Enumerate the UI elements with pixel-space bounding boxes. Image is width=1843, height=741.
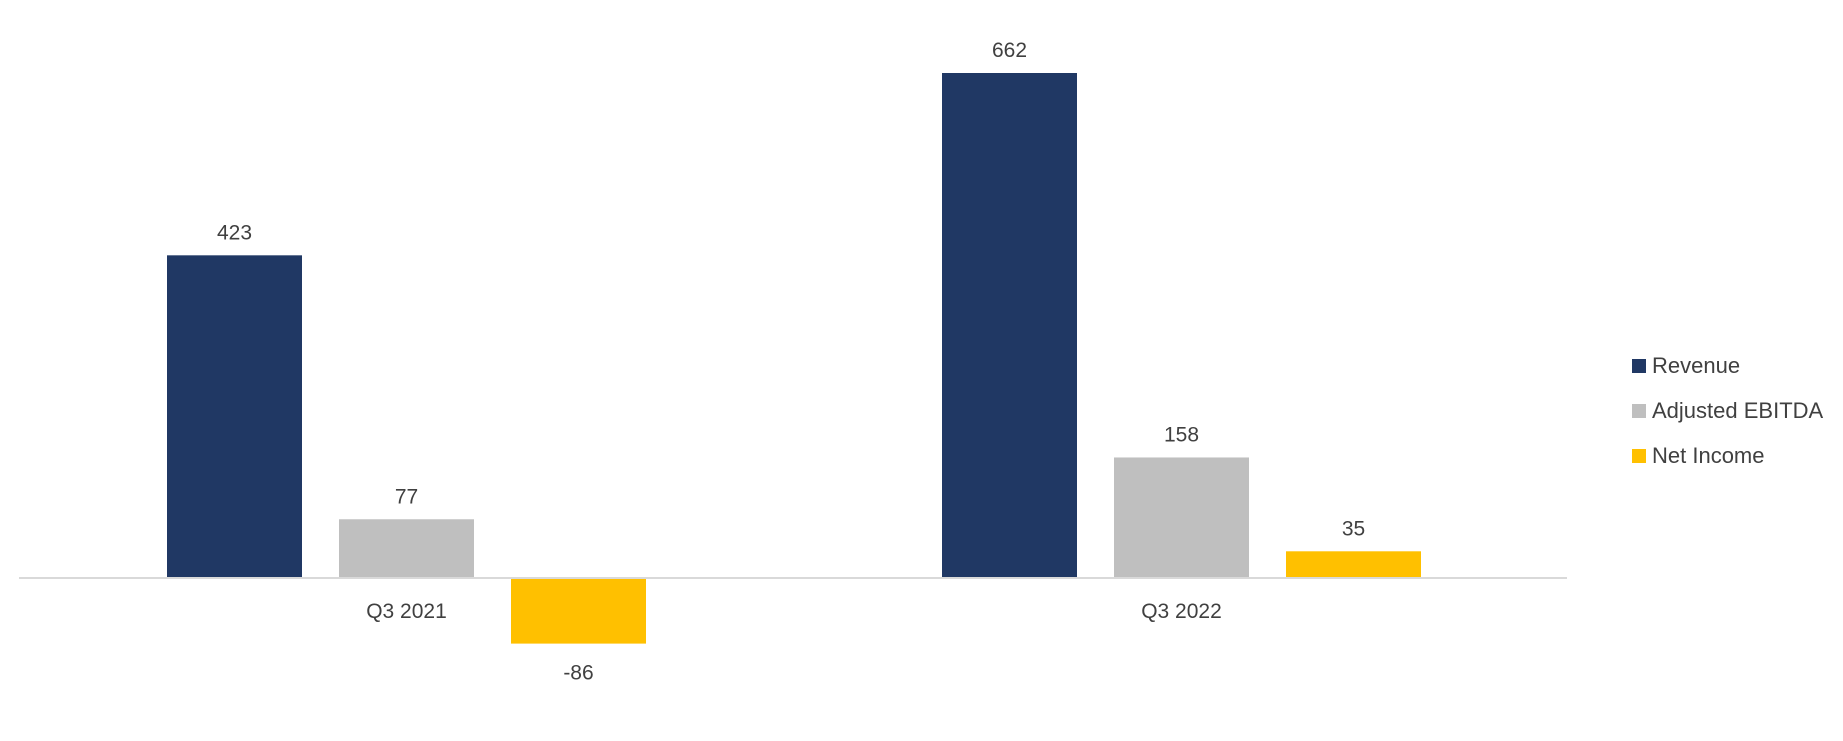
data-label-adjusted-ebitda-q3-2021: 77 — [395, 485, 418, 508]
bar-revenue-q3-2022 — [942, 73, 1077, 578]
legend-label: Net Income — [1652, 442, 1765, 468]
data-label-adjusted-ebitda-q3-2022: 158 — [1164, 423, 1199, 446]
data-label-revenue-q3-2021: 423 — [217, 221, 252, 244]
legend-item-net-income: Net Income — [1632, 433, 1823, 478]
legend-item-revenue: Revenue — [1632, 343, 1823, 388]
bar-net-income-q3-2022 — [1286, 551, 1421, 578]
bar-revenue-q3-2021 — [167, 255, 302, 578]
data-label-net-income-q3-2021: -86 — [563, 662, 593, 685]
category-label-q3-2021: Q3 2021 — [366, 600, 447, 623]
legend: Revenue Adjusted EBITDA Net Income — [1632, 343, 1823, 478]
bar-adjusted-ebitda-q3-2022 — [1114, 457, 1249, 578]
bars-layer — [167, 73, 1421, 644]
labels-layer: 423 77 -86 Q3 2021 662 158 35 Q3 2022 — [217, 39, 1365, 685]
category-label-q3-2022: Q3 2022 — [1141, 600, 1222, 623]
legend-swatch — [1632, 358, 1646, 373]
legend-item-adjusted-ebitda: Adjusted EBITDA — [1632, 388, 1823, 433]
data-label-revenue-q3-2022: 662 — [992, 39, 1027, 62]
data-label-net-income-q3-2022: 35 — [1342, 517, 1365, 540]
legend-swatch — [1632, 448, 1646, 463]
legend-label: Adjusted EBITDA — [1652, 397, 1824, 423]
bar-adjusted-ebitda-q3-2021 — [339, 519, 474, 578]
bar-net-income-q3-2021 — [511, 578, 646, 644]
legend-label: Revenue — [1652, 352, 1741, 378]
legend-swatch — [1632, 403, 1646, 418]
